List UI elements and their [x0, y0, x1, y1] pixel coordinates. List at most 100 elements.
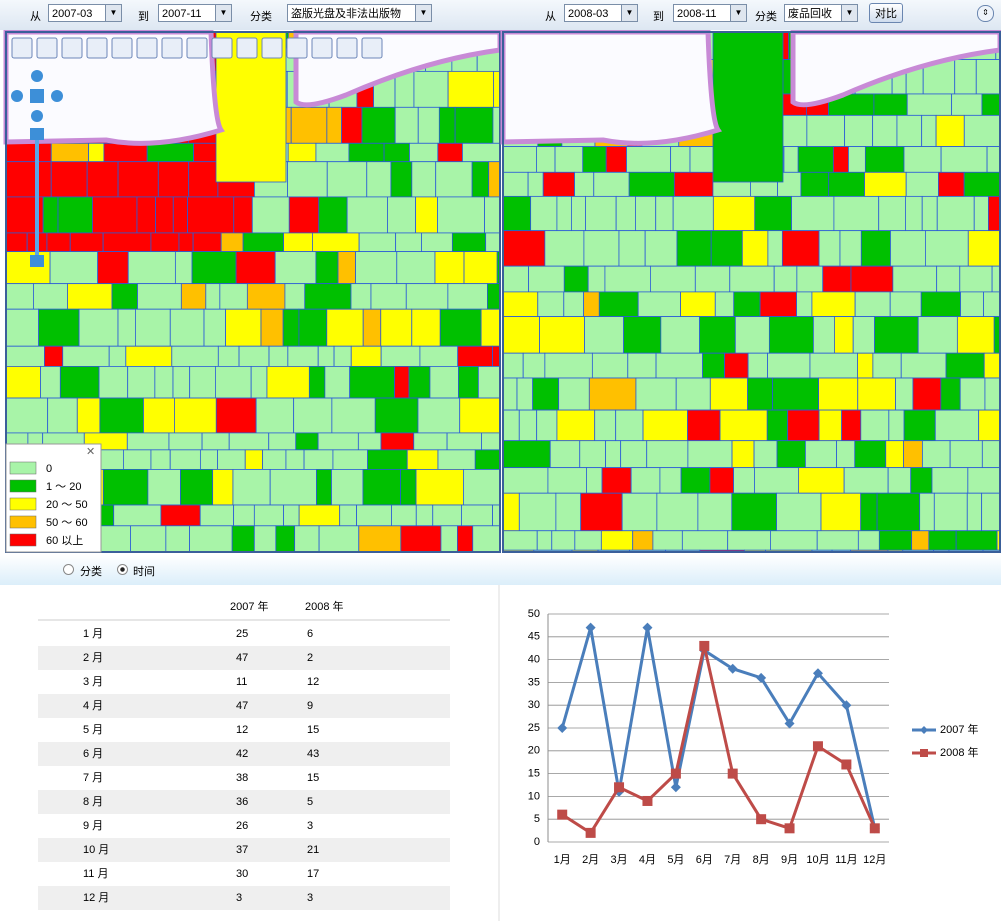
category-select[interactable]: 盗版光盘及非法出版物 ▼: [287, 4, 432, 22]
x-tick-label: 11月: [835, 854, 857, 866]
map-region: [818, 377, 859, 411]
map-region: [949, 440, 983, 469]
map-region: [147, 469, 181, 506]
map-region: [244, 449, 264, 470]
map-region: [5, 397, 49, 434]
map-region: [253, 504, 284, 527]
map-region: [5, 142, 52, 163]
map-region: [318, 525, 360, 553]
map-region: [681, 530, 729, 551]
map-region: [437, 142, 463, 163]
map-region: [304, 283, 352, 310]
map-region: [113, 504, 162, 527]
dropdown-arrow: ▼: [415, 5, 431, 21]
pan-button[interactable]: [31, 70, 43, 82]
radio-button-selected[interactable]: [117, 564, 128, 575]
map-region: [217, 449, 246, 470]
map-region: [563, 291, 585, 317]
compare-button[interactable]: 对比: [869, 3, 903, 23]
map-region: [356, 504, 392, 527]
map-region: [5, 161, 52, 198]
map-tool-icon[interactable]: [261, 37, 283, 59]
map-region: [709, 377, 748, 411]
map-region: [459, 397, 501, 434]
x-tick-label: 6月: [696, 854, 713, 866]
map-region: [350, 283, 372, 310]
map-tool-icon[interactable]: [86, 37, 108, 59]
map-region: [215, 365, 252, 399]
map-tool-icon[interactable]: [336, 37, 358, 59]
zoom-slider[interactable]: [35, 135, 39, 255]
map-region: [983, 291, 1001, 317]
legend-close[interactable]: ✕: [86, 446, 95, 458]
map: [3, 30, 503, 553]
zoom-full[interactable]: [30, 89, 44, 103]
map-region: [536, 146, 556, 173]
map-region: [583, 230, 620, 267]
map-region: [205, 283, 221, 310]
map-region: [797, 146, 834, 173]
row-stripe: [38, 838, 450, 862]
map-tool-icon[interactable]: [236, 37, 258, 59]
map-tool-icon[interactable]: [111, 37, 133, 59]
map-region: [659, 467, 682, 494]
map-region: [387, 196, 417, 234]
map-region: [951, 93, 983, 116]
pan-button[interactable]: [11, 90, 23, 102]
map-region: [527, 171, 544, 197]
map-tool-icon[interactable]: [161, 37, 183, 59]
from-select[interactable]: 2008-03 ▼: [564, 4, 638, 22]
map-region: [59, 365, 100, 399]
map-region: [687, 409, 721, 442]
from-select[interactable]: 2007-03 ▼: [48, 4, 122, 22]
collapse-button[interactable]: ⇕: [977, 5, 994, 22]
map-region: [477, 365, 501, 399]
map-region: [767, 352, 811, 379]
map-region: [591, 352, 629, 379]
pan-button[interactable]: [31, 110, 43, 122]
marker: [727, 663, 738, 674]
map-region: [733, 467, 755, 494]
map-tool-icon[interactable]: [136, 37, 158, 59]
map-tool-icon[interactable]: [11, 37, 33, 59]
zoom-in[interactable]: [30, 128, 44, 140]
row-stripe: [38, 886, 450, 910]
radio-button[interactable]: [63, 564, 74, 575]
map-region: [544, 352, 593, 379]
pan-button[interactable]: [51, 90, 63, 102]
map-tool-icon[interactable]: [311, 37, 333, 59]
to-select[interactable]: 2007-11 ▼: [158, 4, 232, 22]
map-region: [461, 504, 493, 527]
map-region: [331, 397, 376, 434]
map-region: [551, 530, 576, 551]
y-tick-label: 5: [534, 813, 540, 825]
zoom-out[interactable]: [30, 255, 44, 267]
map-region: [5, 345, 45, 367]
map-region: [437, 449, 476, 470]
map-region: [650, 265, 696, 293]
map-tool-icon[interactable]: [286, 37, 308, 59]
map-region: [857, 530, 880, 551]
map-region: [754, 195, 792, 232]
map-tool-icon[interactable]: [211, 37, 233, 59]
map-tool-icon[interactable]: [361, 37, 383, 59]
map-tool-icon[interactable]: [186, 37, 208, 59]
map-region: [627, 352, 657, 379]
category-select[interactable]: 废品回收 ▼: [784, 4, 858, 22]
legend-label: 0: [46, 463, 52, 475]
marker: [812, 668, 823, 679]
map-region: [822, 265, 852, 293]
map-region: [317, 432, 359, 451]
y-tick-label: 15: [528, 768, 540, 780]
to-select[interactable]: 2008-11 ▼: [673, 4, 747, 22]
map-region: [911, 530, 930, 551]
map-region: [966, 492, 983, 532]
map-region: [635, 377, 677, 411]
map-tool-icon[interactable]: [36, 37, 58, 59]
map-region: [172, 365, 191, 399]
map-region: [834, 316, 854, 354]
from-value: 2007-03: [52, 8, 93, 20]
map-region: [963, 114, 1001, 147]
map-tool-icon[interactable]: [61, 37, 83, 59]
map-region: [485, 232, 501, 253]
